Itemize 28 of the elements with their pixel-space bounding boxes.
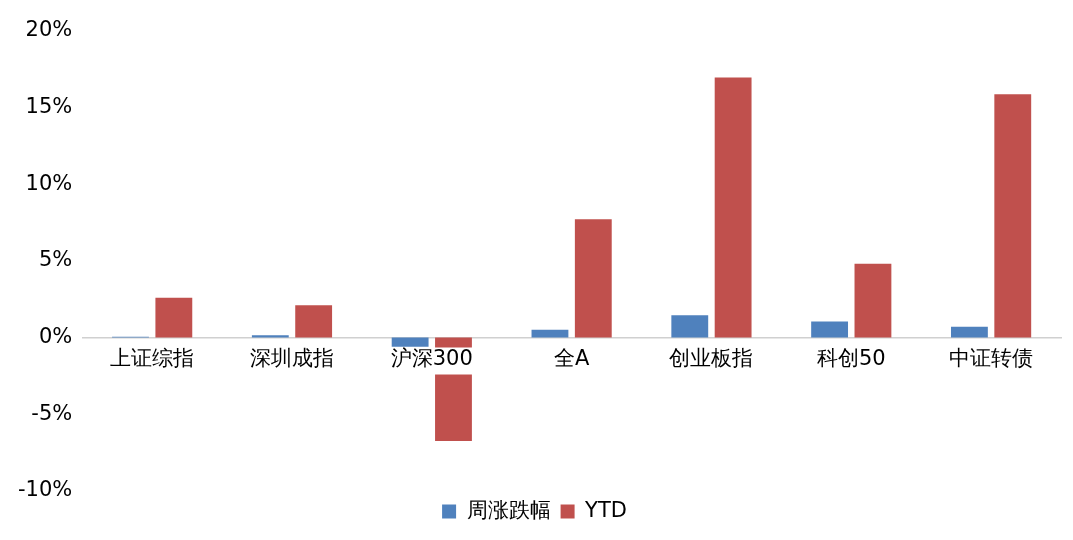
y-tick-label: 20% (25, 17, 73, 42)
bar (811, 321, 849, 338)
bar (671, 315, 709, 338)
y-tick-label: -5% (31, 400, 73, 425)
x-tick-label: 科创50 (816, 346, 886, 371)
y-tick-label: 15% (25, 93, 73, 118)
x-tick-label: 沪深300 (390, 346, 473, 371)
bar (714, 77, 752, 338)
bar (155, 297, 193, 338)
bar (994, 94, 1032, 338)
y-tick-label: 5% (38, 247, 73, 272)
x-tick-label: 上证综指 (110, 346, 195, 371)
bar (951, 326, 988, 338)
legend-label: 周涨跌幅 (466, 497, 551, 522)
x-tick-label: 创业板指 (669, 346, 754, 371)
bar (854, 263, 892, 338)
bar (251, 335, 289, 338)
x-tick-label: 深圳成指 (249, 346, 334, 371)
x-tick-label: 全A (553, 346, 590, 371)
legend-label: YTD (584, 497, 627, 522)
y-tick-label: 0% (38, 323, 73, 348)
bar (531, 329, 569, 338)
y-tick-label: 10% (25, 170, 73, 195)
bar (391, 337, 429, 347)
y-tick-label: -10% (17, 477, 73, 502)
bar (574, 219, 612, 338)
x-tick-label: 中证转债 (949, 346, 1034, 371)
bar (295, 305, 333, 338)
